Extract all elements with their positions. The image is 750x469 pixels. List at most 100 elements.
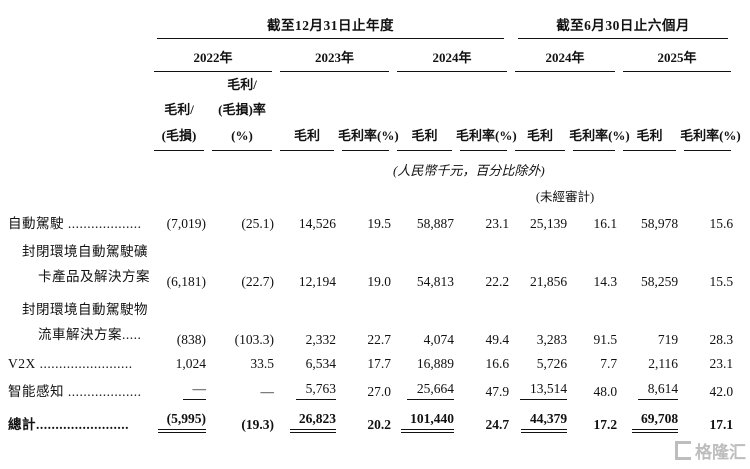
rule [623,71,732,72]
cell: 25,664 [393,376,456,404]
cell: 91.5 [593,331,618,347]
rule [518,38,729,39]
cell: 17.7 [367,355,391,371]
cell: (6,181) [166,273,206,289]
rule [623,150,677,152]
unaudited-note-row: (未經審計) [8,181,735,208]
col-header-gp-gl: 毛利/ (毛損) [150,72,208,152]
table-row-logistics-vehicle: 封閉環境自動駕駛物 流車解決方案..... (838) (103.3) 2,33… [8,294,735,352]
col-header-gp-2024h1: 毛利 [511,72,569,152]
rule [157,38,505,39]
cell: 12,194 [298,273,336,289]
cell: 25,139 [529,216,568,232]
table-row-v2x: V2X ........................ 1,024 33.5 … [8,352,735,376]
cell: 48.0 [593,383,618,399]
cell: 2,116 [648,355,679,371]
col-header-gp-gl-rate: 毛利/ (毛損)率 (%) [208,72,276,152]
col-header-gp-2025h1: 毛利 [619,72,680,152]
year-header-2023: 2023年 [276,39,393,72]
cell: 1,024 [175,355,206,371]
period-header-row: 截至12月31日止年度 截至6月30日止六個月 [8,10,735,39]
cell: 69,708 [619,404,680,437]
gelonghui-logo-icon [675,441,691,460]
period-header-annual: 截至12月31日止年度 [150,10,511,39]
units-note: (人民幣千元，百分比除外) [393,163,545,179]
col-header-gm-2024h1: 毛利率(%) [569,72,630,152]
rule [280,150,334,152]
cell: (19.3) [241,416,274,432]
col-header-gm-2023: 毛利率(%) [338,72,399,152]
cell: 4,074 [423,331,454,347]
row-label: 自動駕駛 ................... [8,216,142,232]
cell: 16,889 [416,355,454,371]
table-row-smart-perception: 智能感知 ................... — — 5,763 27.0 … [8,376,735,404]
cell: (22.7) [241,273,274,289]
row-label: 總計........................ [8,416,129,432]
cell: 23.1 [485,216,510,232]
cell: 6,534 [305,355,336,371]
cell: 14,526 [298,216,336,232]
cell: 26,823 [276,404,338,437]
cell: 21,856 [529,273,568,289]
rule [397,71,508,72]
cell: 23.1 [709,355,734,371]
rule [154,150,204,152]
cell: (7,019) [166,216,206,232]
rule [515,150,566,152]
cell: 3,283 [536,331,568,347]
cell: (25.1) [241,216,274,232]
gelonghui-watermark: 格隆汇 [675,438,746,463]
cell: 28.3 [709,331,734,347]
year-header-2024-interim: 2024年 [511,39,619,72]
year-header-2025-interim: 2025年 [619,39,735,72]
period-interim-label: 截至6月30日止六個月 [556,18,690,33]
rule [154,71,272,72]
cell: 42.0 [709,383,734,399]
cell: 16.6 [485,355,510,371]
row-label: 封閉環境自動駕駛物 流車解決方案..... [22,301,148,342]
column-header-row: 毛利/ (毛損) 毛利/ (毛損)率 (%) 毛利 毛利率(%) 毛利 毛利率(… [8,72,741,152]
rule [342,150,389,152]
rule [573,150,616,152]
cell: — [150,376,208,404]
cell: 5,726 [536,355,568,371]
col-header-gm-2024: 毛利率(%) [456,72,517,152]
cell: 22.2 [485,273,510,289]
cell: (838) [176,331,206,347]
units-note-row: (人民幣千元，百分比除外) [8,151,735,181]
period-annual-label: 截至12月31日止年度 [267,18,395,33]
cell: 27.0 [367,383,391,399]
cell: 20.2 [367,416,391,432]
col-header-gp-2024: 毛利 [393,72,456,152]
cell: 47.9 [485,383,510,399]
prospectus-table-page: { "colors": { "background": "#ffffff", "… [0,10,750,469]
rule [515,71,616,72]
year-header-2022: 2022年 [150,39,276,72]
cell: 33.5 [250,355,274,371]
cell: 101,440 [393,404,456,437]
cell: (103.3) [234,331,274,347]
unaudited-note: (未經審計) [535,190,595,205]
cell: 44,379 [511,404,569,437]
cell: 19.5 [367,216,391,232]
cell: 17.2 [593,416,618,432]
cell: 58,978 [640,216,679,232]
col-header-gp-2023: 毛利 [276,72,338,152]
cell: 58,887 [416,216,454,232]
cell: 22.7 [367,331,391,347]
rule [397,150,452,152]
cell: 49.4 [485,331,510,347]
table-row-total: 總計........................ (5,995) (19.3… [8,404,735,437]
watermark-text: 格隆汇 [695,443,746,462]
row-label: 智能感知 ................... [8,383,142,399]
cell: 17.1 [709,416,734,432]
row-label: 封閉環境自動駕駛礦 卡產品及解決方案 [22,244,150,284]
cell: 719 [657,331,679,347]
cell: 5,763 [276,376,338,404]
rule [684,150,732,152]
gross-profit-table: 截至12月31日止年度 截至6月30日止六個月 2022年 2023年 2024… [8,10,741,437]
cell: 58,259 [640,273,679,289]
cell: 7.7 [600,355,618,371]
col-header-gm-2025h1: 毛利率(%) [680,72,741,152]
rule [280,71,389,72]
